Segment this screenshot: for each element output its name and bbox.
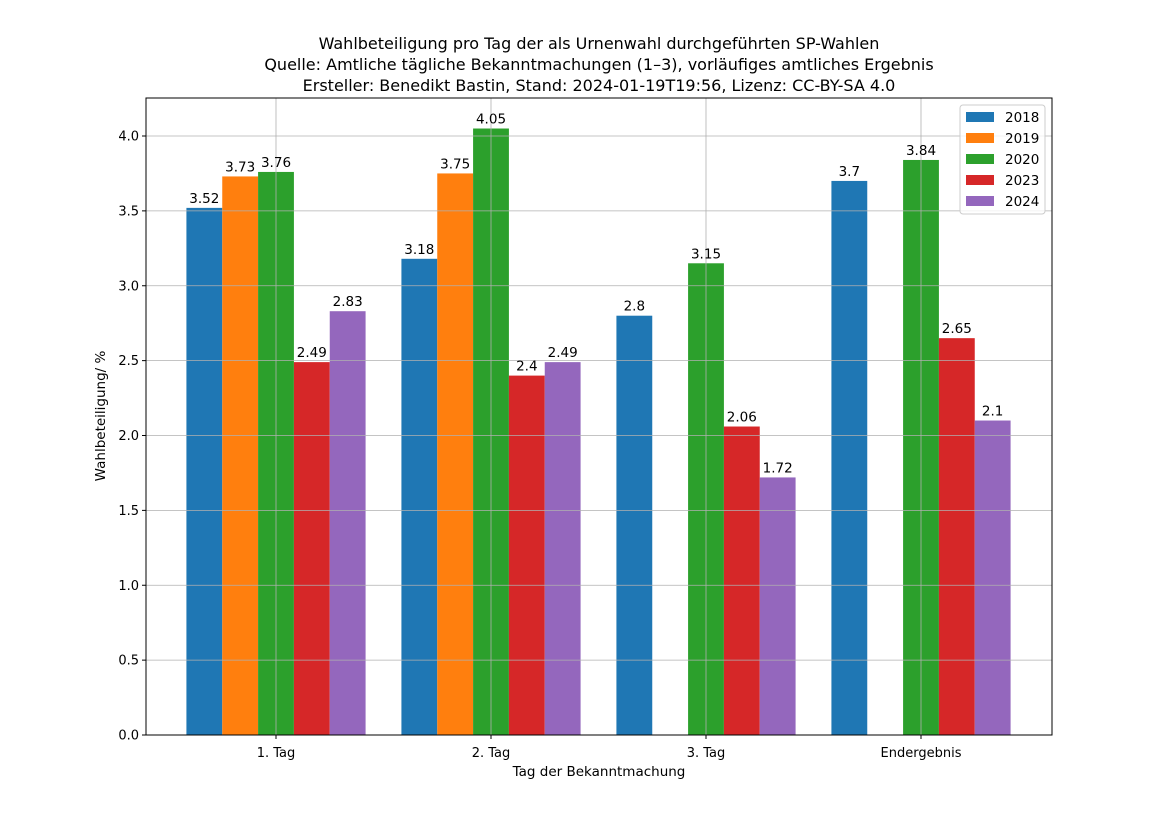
data-label: 3.7 [839,164,860,180]
data-label: 2.65 [942,321,972,337]
legend-label: 2020 [1005,152,1039,168]
data-label: 2.8 [624,299,645,315]
legend-box [959,104,1046,215]
y-tick-label: 0.0 [118,729,139,744]
legend-swatch-2019 [966,133,994,143]
data-label: 3.15 [691,246,721,262]
bar-2024-1 [544,362,581,735]
data-label: 3.52 [189,191,219,207]
y-tick-label: 2.0 [118,429,139,444]
axes: 0.0 0.5 1.0 1.5 2.0 2.5 3.0 3.5 4.0 1. Tag 2. Tag 3… [118,130,961,762]
data-label: 3.84 [906,143,936,159]
bar-2019-0 [222,176,259,735]
legend-label: 2018 [1005,110,1039,126]
legend-label: 2019 [1005,131,1039,147]
title-line-3: Ersteller: Benedikt Bastin, Stand: 2024-… [303,76,896,95]
data-label: 2.49 [548,345,578,361]
x-tick-label: 1. Tag [257,746,296,761]
y-tick-label: 0.5 [118,654,139,669]
data-label: 3.73 [225,159,255,175]
bar-2019-1 [437,173,474,735]
bar-2018-0 [186,207,223,735]
data-label: 3.75 [440,156,470,172]
data-label: 4.05 [476,112,506,128]
y-tick-label: 2.5 [118,354,139,369]
legend-label: 2024 [1005,194,1039,210]
legend-swatch-2018 [966,112,994,122]
y-tick-label: 1.0 [118,579,139,594]
y-tick-label: 3.0 [118,279,139,294]
data-label: 1.72 [763,460,793,476]
data-label: 3.18 [404,242,434,258]
bars [186,128,1011,736]
bar-2023-3 [938,338,975,735]
legend-swatch-2024 [966,196,994,206]
y-tick-label: 3.5 [118,204,139,219]
data-label: 2.83 [333,294,363,310]
data-label: 2.4 [516,359,537,375]
bar-2024-0 [329,311,366,735]
bar-2018-2 [616,315,653,735]
bar-2023-1 [508,375,545,735]
data-label: 2.1 [982,404,1003,420]
bar-2018-3 [831,180,868,736]
y-tick-label: 4.0 [118,130,139,145]
title-line-1: Wahlbeteiligung pro Tag der als Urnenwah… [319,34,880,53]
x-axis-label: Tag der Bekanntmachung [512,764,686,780]
bar-2023-2 [723,426,760,735]
x-tick-label: Endergebnis [881,746,962,761]
plot-frame [145,97,1053,736]
x-tick-label: 3. Tag [687,746,726,761]
data-label: 3.76 [261,155,291,171]
data-labels: 3.52 3.18 2.8 3.7 3.73 3.75 3.76 4.05 3.15 3.84 2.… [189,112,1003,477]
chart-title: Wahlbeteiligung pro Tag der als Urnenwah… [264,34,933,95]
data-label: 2.06 [727,410,757,426]
legend-label: 2023 [1005,173,1039,189]
bar-2024-2 [759,477,796,735]
title-line-2: Quelle: Amtliche tägliche Bekanntmachung… [264,55,933,74]
x-tick-label: 2. Tag [472,746,511,761]
bar-2023-0 [293,362,330,735]
bar-2024-3 [974,420,1011,735]
legend: 2018 2019 2020 2023 2024 [959,104,1046,215]
y-axis-label: Wahlbeteiligung/ % [93,350,109,481]
legend-swatch-2023 [966,175,994,185]
bar-2018-1 [401,258,438,735]
legend-swatch-2020 [966,154,994,164]
data-label: 2.49 [297,345,327,361]
y-tick-label: 1.5 [118,504,139,519]
